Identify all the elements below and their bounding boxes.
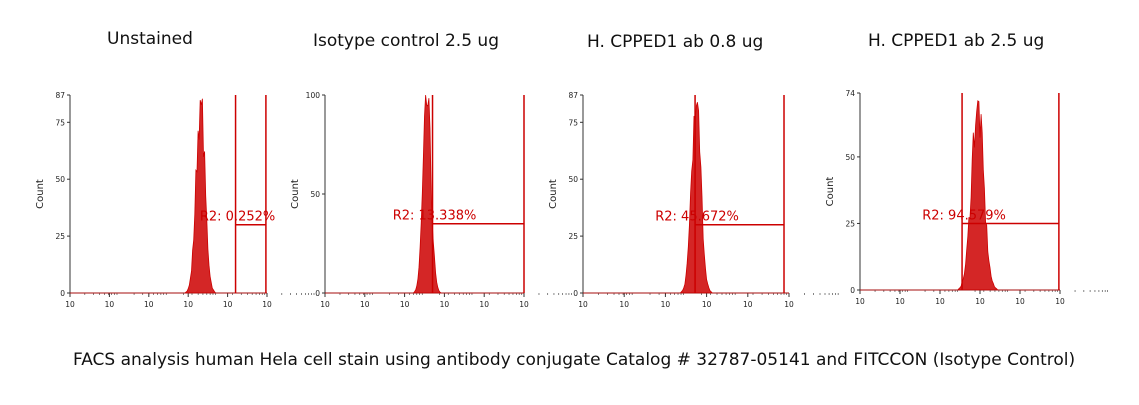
x-tick-label: 10 [743, 300, 753, 309]
x-tick-label: 10 [519, 300, 529, 309]
region-label: R2: 94.579% [922, 208, 1006, 223]
x-tick-label: 10 [1055, 297, 1065, 306]
x-tick-label: 10 [320, 300, 330, 309]
y-tick-label: 100 [306, 91, 321, 100]
x-tick-label: 10 [578, 300, 588, 309]
x-tick-label: 10 [223, 300, 233, 309]
x-tick-label: 10 [935, 297, 945, 306]
y-tick-label: 75 [55, 118, 65, 127]
y-tick-label: 87 [55, 91, 65, 100]
histogram-plot-isotype-control: 0 50 100 10 10 10 10 10 10 Count R2: 13.338% [290, 91, 572, 309]
y-tick-label: 50 [568, 175, 578, 184]
y-tick-label: 25 [55, 232, 65, 241]
x-tick-label: 10 [661, 300, 671, 309]
histogram-trace [860, 100, 1060, 291]
x-tick-label: 10 [895, 297, 905, 306]
x-tick-label: 10 [479, 300, 489, 309]
histogram-plot-cpped1-0-8ug: 0 25 50 75 87 10 10 10 10 10 10 Count R2: 45.672% [548, 91, 839, 309]
x-tick-label: 10 [360, 300, 370, 309]
x-tick-label: 10 [183, 300, 193, 309]
x-tick-label: 10 [784, 300, 794, 309]
x-tick-label: 10 [400, 300, 410, 309]
y-tick-label: 0 [850, 286, 855, 295]
x-tick-label: 10 [144, 300, 154, 309]
y-tick-label: 0 [315, 289, 320, 298]
histogram-trace [325, 95, 524, 294]
y-axis-label: Count [35, 179, 46, 209]
panel-title-isotype-control: Isotype control 2.5 ug [313, 31, 499, 51]
histogram-plot-cpped1-2-5ug: 0 25 50 74 10 10 10 10 10 10 Count R2: 94.579% [825, 89, 1109, 306]
y-tick-label: 50 [845, 153, 855, 162]
x-tick-label: 10 [440, 300, 450, 309]
x-tick-label: 10 [262, 300, 272, 309]
panel-title-cpped1-0-8ug: H. CPPED1 ab 0.8 ug [587, 32, 764, 52]
y-tick-label: 50 [55, 175, 65, 184]
histogram-trace [583, 102, 789, 294]
y-tick-label: 25 [568, 232, 578, 241]
y-tick-label: 75 [568, 118, 578, 127]
y-axis-label: Count [825, 177, 836, 207]
x-tick-label: 10 [1015, 297, 1025, 306]
x-tick-label: 10 [65, 300, 75, 309]
y-tick-label: 87 [568, 91, 578, 100]
x-tick-label: 10 [619, 300, 629, 309]
x-tick-label: 10 [975, 297, 985, 306]
y-tick-label: 50 [310, 190, 320, 199]
y-axis-label: Count [548, 179, 559, 209]
x-tick-label: 10 [105, 300, 115, 309]
x-tick-label: 10 [702, 300, 712, 309]
x-tick-label: 10 [855, 297, 865, 306]
y-tick-label: 0 [573, 289, 578, 298]
y-axis-label: Count [290, 179, 301, 209]
histogram-plot-unstained: 0 25 50 75 87 10 10 10 10 10 10 Count R2: 0.252% [35, 91, 315, 309]
figure-caption: FACS analysis human Hela cell stain usin… [73, 350, 1076, 370]
histogram-trace [70, 98, 267, 294]
y-tick-label: 25 [845, 219, 855, 228]
y-tick-label: 74 [845, 89, 855, 98]
y-tick-label: 0 [60, 289, 65, 298]
panel-title-unstained: Unstained [107, 29, 193, 49]
region-label: R2: 13.338% [393, 209, 477, 224]
region-label: R2: 45.672% [655, 210, 739, 225]
panel-title-cpped1-2-5ug: H. CPPED1 ab 2.5 ug [868, 31, 1045, 51]
region-label: R2: 0.252% [200, 210, 275, 225]
